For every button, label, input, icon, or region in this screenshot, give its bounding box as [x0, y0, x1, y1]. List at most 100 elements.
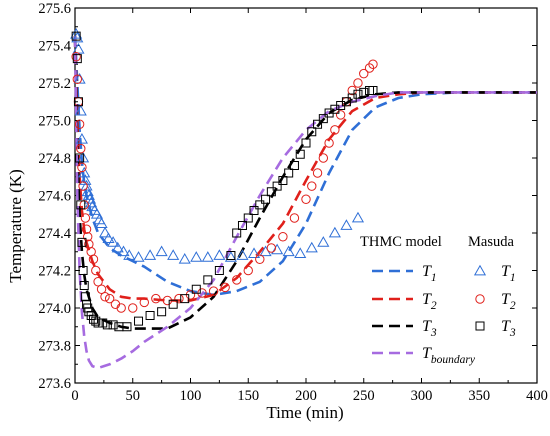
t1-masuda-marker	[155, 245, 168, 257]
t3-masuda-marker	[318, 114, 328, 124]
t2-masuda-marker	[100, 292, 110, 302]
tboundary-model-line	[73, 36, 537, 370]
t2-masuda-marker	[83, 232, 93, 242]
t1-masuda-marker	[82, 189, 95, 200]
t2-masuda-marker	[359, 68, 369, 79]
t2-masuda-marker	[220, 282, 230, 293]
t1-masuda-marker	[340, 219, 353, 230]
legend-t1-exp-swatch	[473, 264, 487, 276]
y-tick-label: 274.0	[38, 301, 71, 317]
t2-masuda-marker	[77, 162, 87, 173]
t1-masuda-marker	[190, 251, 203, 262]
t3-masuda-marker	[243, 213, 253, 223]
t3-masuda-marker	[75, 153, 85, 163]
x-tick-label: 350	[468, 388, 490, 404]
x-axis-title: Time (min)	[266, 403, 343, 422]
t2-masuda-marker	[318, 153, 329, 163]
t2-masuda-marker	[266, 243, 277, 253]
t2-masuda-marker	[96, 284, 107, 294]
x-tick-label: 150	[237, 388, 259, 404]
t1-masuda-marker	[123, 249, 136, 260]
t3-masuda-marker	[278, 176, 288, 185]
t2-masuda-marker	[368, 59, 378, 69]
t3-masuda-marker	[237, 221, 247, 230]
t3-masuda-marker	[266, 187, 276, 197]
t1-masuda-marker	[317, 236, 330, 247]
t1-masuda-marker	[80, 179, 93, 191]
t3-masuda-marker	[134, 316, 144, 326]
t1-masuda-marker	[70, 28, 83, 39]
t3-masuda-marker	[98, 318, 108, 328]
y-tick-label: 275.0	[38, 114, 71, 130]
t3-masuda-marker	[307, 127, 317, 137]
t1-masuda-marker	[111, 241, 124, 253]
t1-masuda-marker	[75, 133, 88, 144]
t1-masuda-marker	[328, 226, 341, 238]
x-tick-label: 300	[411, 388, 433, 404]
y-tick-label: 274.8	[38, 151, 71, 167]
t2-masuda-marker	[76, 143, 86, 154]
legend-tboundary-label: Tboundary	[422, 345, 476, 366]
y-axis-title: Temperature (K)	[6, 169, 25, 283]
x-tick-label: 200	[295, 388, 317, 404]
t1-masuda-marker	[178, 253, 191, 264]
t3-masuda-marker	[93, 318, 103, 328]
legend-t3-exp-swatch	[475, 321, 485, 331]
t2-masuda-marker	[88, 254, 99, 264]
t1-masuda-marker	[74, 104, 87, 116]
t3-masuda-marker	[71, 31, 81, 41]
t2-masuda-marker	[289, 213, 300, 223]
x-tick-label: 0	[71, 388, 78, 404]
t1-masuda-marker	[79, 174, 92, 185]
t1-masuda-marker	[95, 217, 108, 229]
t2-masuda-marker	[74, 119, 85, 129]
t3-masuda-marker	[77, 237, 87, 247]
x-tick-label: 50	[126, 388, 141, 404]
t1-masuda-marker	[83, 193, 97, 204]
t3-masuda-marker	[301, 138, 311, 148]
t2-masuda-marker	[353, 78, 363, 88]
t2-masuda-marker	[312, 168, 323, 178]
t3-masuda-marker	[72, 54, 82, 64]
t2-masuda-marker	[116, 303, 126, 313]
t3-masuda-marker	[255, 200, 265, 210]
t3-masuda-marker	[261, 194, 271, 204]
t1-masuda-marker	[247, 247, 261, 259]
y-tick-label: 274.2	[38, 264, 71, 280]
t2-masuda-marker	[110, 299, 121, 309]
t1-masuda-marker	[271, 243, 284, 255]
t2-masuda-marker	[301, 194, 311, 204]
t2-masuda-marker	[243, 265, 253, 276]
t3-masuda-marker	[157, 307, 167, 317]
legend-t2-exp-label: T2	[501, 291, 516, 312]
t3-masuda-marker	[359, 87, 369, 97]
t1-masuda-marker	[117, 245, 130, 257]
t3-masuda-marker	[272, 181, 282, 191]
t2-masuda-marker	[232, 275, 242, 285]
t1-masuda-marker	[98, 226, 112, 238]
t3-masuda-marker	[203, 275, 213, 285]
t3-model-line	[73, 36, 537, 330]
t2-masuda-marker	[128, 303, 138, 313]
t1-masuda-marker	[213, 249, 226, 260]
t3-masuda-marker	[73, 97, 83, 107]
t2-masuda-marker	[208, 286, 219, 296]
t3-masuda-marker	[79, 281, 89, 290]
legend-exp-header: Masuda	[468, 234, 514, 250]
t3-masuda-marker	[76, 200, 86, 210]
legend-model-header: THMC model	[360, 234, 442, 250]
t1-masuda-marker	[144, 249, 157, 260]
t2-model-line	[73, 36, 537, 302]
t2-masuda-marker	[174, 293, 184, 304]
y-tick-label: 274.6	[38, 189, 71, 205]
t2-masuda-marker	[324, 138, 334, 148]
t1-masuda-marker	[81, 185, 94, 197]
y-tick-label: 274.4	[38, 226, 71, 242]
t2-masuda-marker	[335, 110, 346, 120]
legend-t3-label: T3	[422, 318, 437, 339]
legend-t1-label: T1	[422, 263, 437, 284]
t3-masuda-marker	[289, 161, 299, 170]
t3-masuda-marker	[365, 86, 375, 95]
